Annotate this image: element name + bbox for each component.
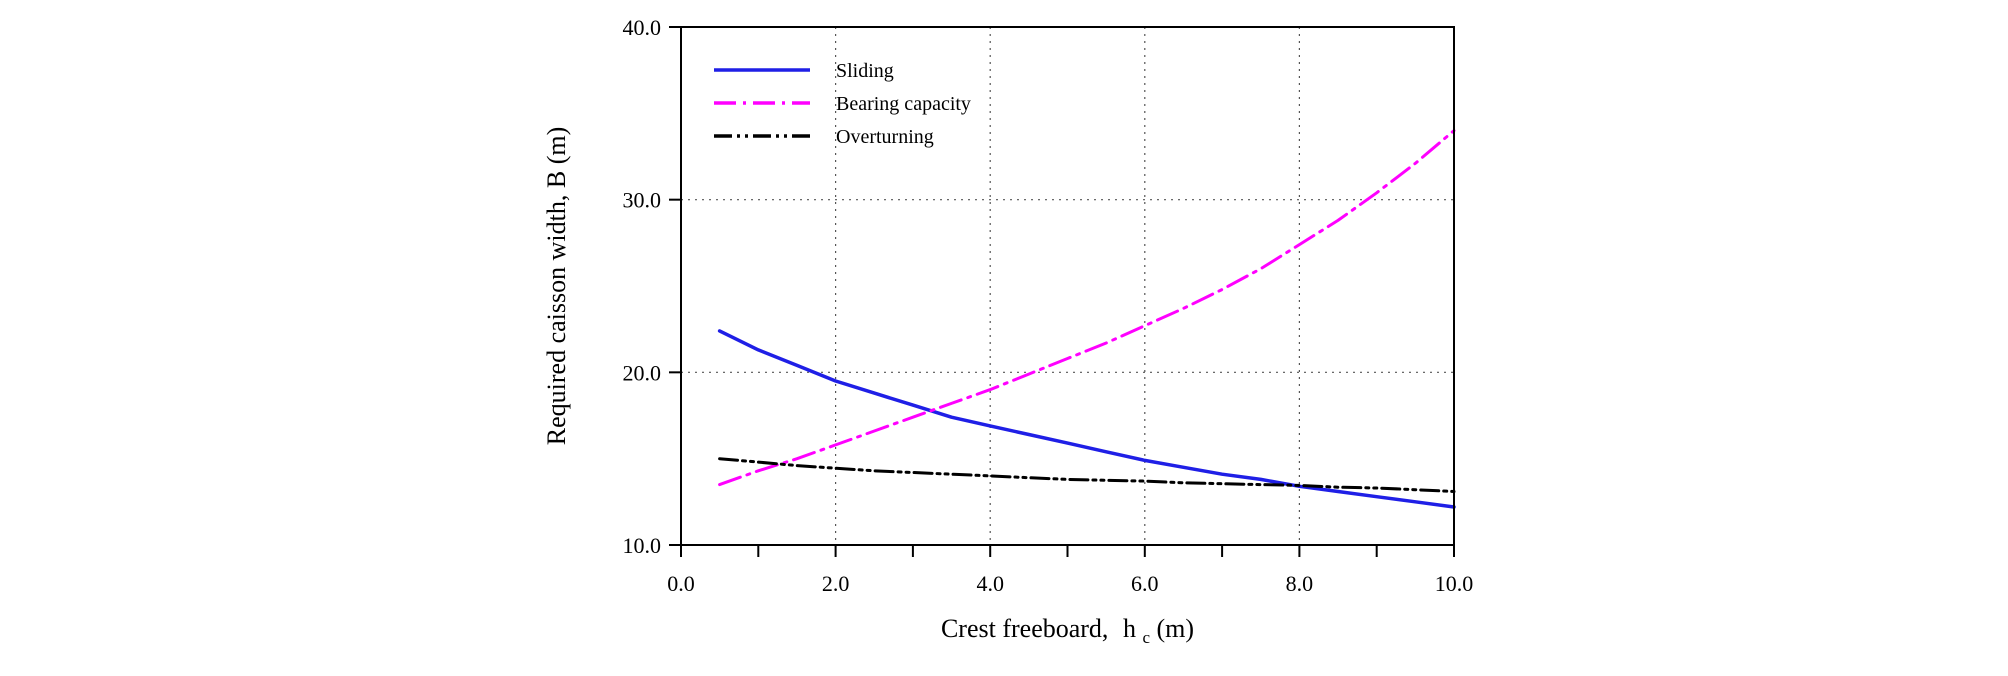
legend-label: Overturning [836, 126, 934, 148]
y-tick-label: 10.0 [623, 533, 662, 558]
x-axis-title-symbol: h [1123, 614, 1136, 643]
legend-label: Bearing capacity [836, 93, 971, 115]
x-tick-label: 6.0 [1131, 571, 1159, 596]
x-tick-label: 4.0 [976, 571, 1004, 596]
x-axis-title-text: Crest freeboard, [941, 614, 1108, 643]
x-axis-title: Crest freeboard, h c (m) [941, 614, 1194, 649]
series-line-overturning [718, 457, 1456, 493]
y-tick-label: 40.0 [623, 15, 662, 40]
axis-ticks: 0.0 2.0 4.0 6.0 8.0 10.0 10.0 20.0 30.0 40.0 [623, 15, 1474, 596]
y-axis-title: Required caisson width, B (m) [542, 127, 571, 445]
x-tick-label: 10.0 [1435, 571, 1474, 596]
series-lines [717, 129, 1456, 509]
series-line-sliding [717, 329, 1456, 509]
legend-label: Sliding [836, 60, 894, 82]
y-tick-label: 20.0 [623, 360, 662, 385]
legend: Sliding Bearing capacity Overturning [714, 60, 971, 148]
y-tick-label: 30.0 [623, 188, 662, 213]
x-axis-title-subscript: c [1142, 628, 1150, 647]
x-axis-title-unit: (m) [1156, 614, 1194, 643]
x-tick-label: 0.0 [667, 571, 695, 596]
series-line-bearing-capacity [718, 129, 1456, 487]
x-tick-label: 8.0 [1286, 571, 1314, 596]
grid-lines [681, 27, 1454, 545]
x-tick-label: 2.0 [822, 571, 850, 596]
